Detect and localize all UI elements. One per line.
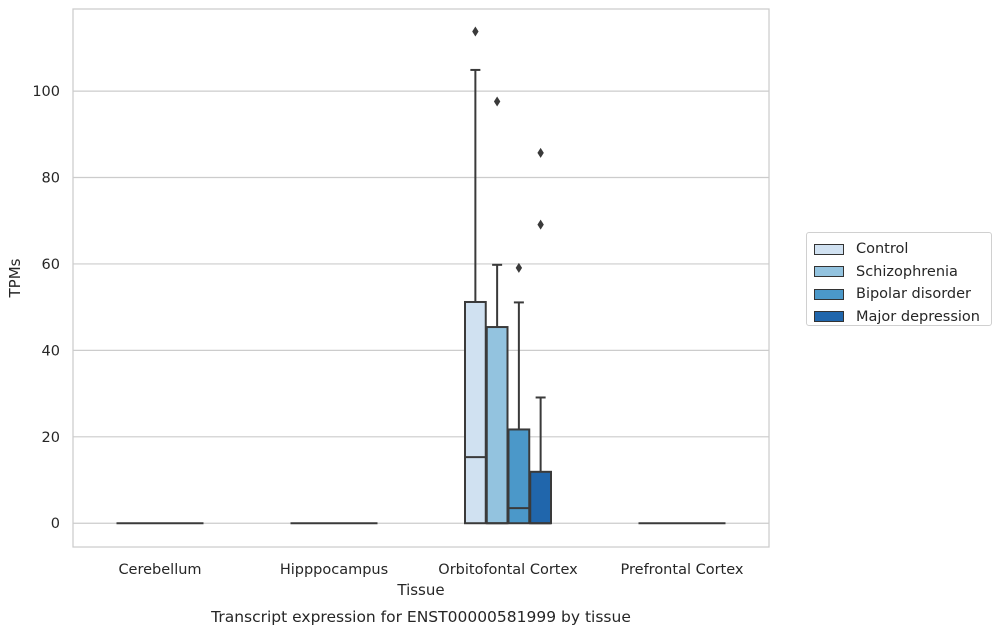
x-tick-label-3: Prefrontal Cortex	[621, 562, 744, 578]
outlier-point	[537, 219, 544, 230]
axis-ticks: 0 20 40 60 80 100 Cerebellum Hipppocampus Orbito…	[32, 84, 744, 578]
legend-item-control: Control	[814, 238, 991, 261]
legend-label-control: Control	[856, 241, 909, 258]
x-tick-label-1: Hipppocampus	[280, 562, 388, 578]
x-tick-label-0: Cerebellum	[118, 562, 201, 578]
legend-item-major-depression: Major depression	[814, 306, 991, 329]
gridlines	[73, 90, 769, 524]
legend-swatch-control	[814, 243, 844, 255]
box-body	[529, 470, 552, 525]
legend-item-schizophrenia: Schizophrenia	[814, 261, 991, 284]
outlier-point	[537, 147, 544, 158]
x-tick-label-2: Orbitofontal Cortex	[438, 562, 578, 578]
y-tick-label-60: 60	[42, 257, 60, 273]
box-1-2	[485, 96, 509, 525]
y-axis-label: TPMs	[6, 258, 24, 298]
outlier-point	[493, 96, 501, 107]
legend-label-schizophrenia: Schizophrenia	[856, 263, 958, 280]
y-tick-label-100: 100	[32, 84, 60, 100]
boxes	[116, 26, 726, 525]
legend: Control Schizophrenia Bipolar disorder M…	[806, 232, 992, 326]
outlier-point	[515, 262, 523, 273]
outlier-point	[472, 26, 479, 37]
y-tick-label-80: 80	[42, 171, 60, 187]
box-body	[464, 300, 487, 525]
legend-label-major-depression: Major depression	[856, 308, 980, 325]
y-tick-label-20: 20	[42, 430, 60, 446]
legend-label-bipolar-disorder: Bipolar disorder	[856, 286, 971, 303]
plot-frame	[72, 8, 770, 548]
legend-swatch-bipolar-disorder	[814, 288, 844, 300]
legend-swatch-major-depression	[814, 311, 844, 323]
x-axis-label: Tissue	[396, 581, 444, 599]
legend-swatch-schizophrenia	[814, 266, 844, 278]
chart-title: Transcript expression for ENST0000058199…	[210, 608, 631, 626]
box-body	[485, 326, 509, 525]
box-3-2	[529, 147, 552, 525]
box-2-2	[507, 262, 531, 525]
y-tick-label-0: 0	[51, 516, 60, 532]
box-body	[507, 428, 531, 525]
legend-item-bipolar-disorder: Bipolar disorder	[814, 283, 991, 306]
y-tick-label-40: 40	[42, 343, 60, 359]
box-0-2	[464, 26, 487, 525]
